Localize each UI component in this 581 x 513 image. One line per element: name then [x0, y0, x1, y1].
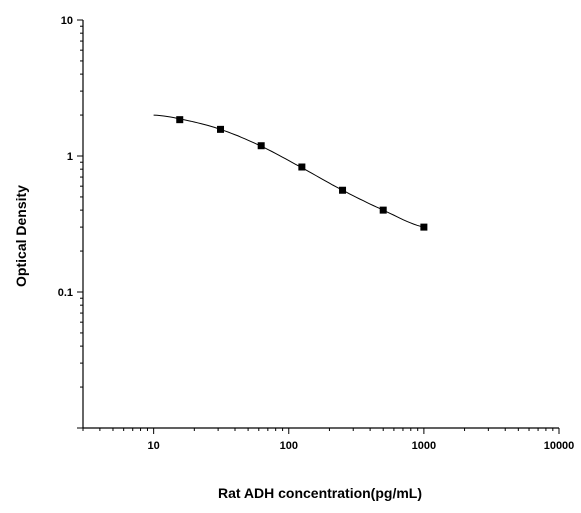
x-tick-label: 1000 [412, 440, 436, 452]
y-tick-label: 10 [61, 15, 73, 27]
data-point [298, 163, 306, 171]
data-point [176, 116, 184, 124]
ticks: 10 100 1000 10000 0.1 1 10 [58, 15, 575, 452]
data-point [217, 125, 225, 133]
data-point [379, 206, 387, 214]
x-tick-label: 10000 [544, 440, 575, 452]
x-tick-label: 10 [148, 440, 160, 452]
y-axis-title: Optical Density [13, 185, 29, 287]
data-points-layer [176, 116, 428, 231]
data-point [420, 223, 428, 231]
data-point [339, 186, 347, 194]
y-tick-label: 1 [67, 151, 73, 163]
axes [82, 20, 559, 429]
x-tick-label: 100 [280, 440, 298, 452]
data-point [257, 142, 265, 150]
x-axis-title: Rat ADH concentration(pg/mL) [218, 485, 422, 501]
y-tick-label: 0.1 [58, 287, 73, 299]
fit-curve-layer [153, 114, 425, 228]
fit-curve [153, 114, 425, 228]
